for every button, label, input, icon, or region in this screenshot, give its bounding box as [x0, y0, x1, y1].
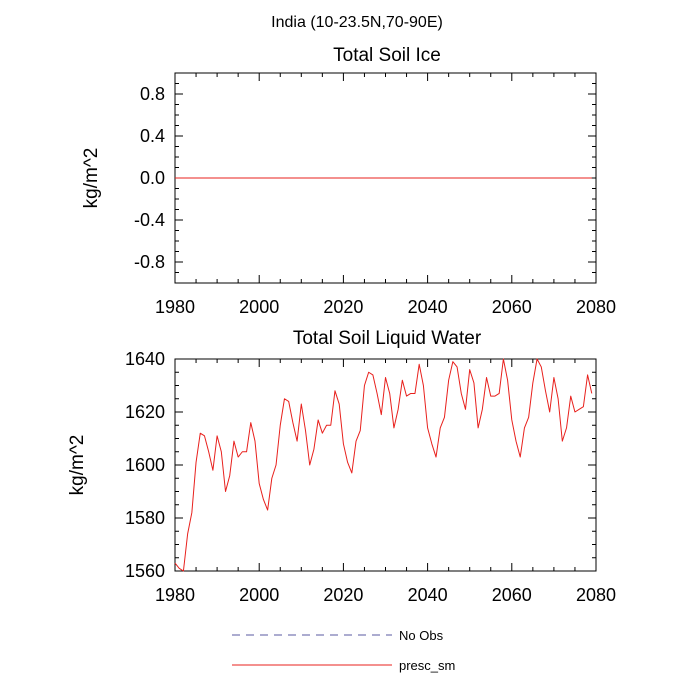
legend-label-presc-sm: presc_sm	[399, 658, 455, 673]
y-axis-label-soil-liquid-water: kg/m^2	[67, 435, 88, 496]
panel-total-soil-liquid-water: Total Soil Liquid Water kg/m^2 1980 2000 2…	[67, 328, 616, 605]
x-tick-label: 2020	[323, 297, 363, 317]
x-tick-label: 2040	[408, 585, 448, 605]
y-tick-label: 1580	[125, 508, 165, 528]
y-tick-label: 1560	[125, 561, 165, 581]
y-tick-label: -0.8	[134, 252, 165, 272]
legend-label-no-obs: No Obs	[399, 628, 444, 643]
y-tick-label: 0.0	[140, 168, 165, 188]
y-tick-label: 1640	[125, 349, 165, 369]
x-tick-label: 2060	[492, 297, 532, 317]
y-tick-label: -0.4	[134, 210, 165, 230]
y-tick-label: 1600	[125, 455, 165, 475]
y-axis-label-soil-ice: kg/m^2	[81, 148, 102, 209]
panel-title-total-soil-ice: Total Soil Ice	[333, 45, 441, 66]
panel-total-soil-ice: Total Soil Ice kg/m^2 1980 2000 2020 2040 20…	[81, 45, 616, 317]
x-tick-label: 2040	[408, 297, 448, 317]
plot-frame	[174, 358, 597, 572]
series-line-presc-sm	[174, 358, 593, 572]
panel-title-total-soil-liquid-water: Total Soil Liquid Water	[293, 328, 482, 349]
x-tick-label: 2080	[576, 297, 616, 317]
y-tick-label: 0.4	[140, 126, 165, 146]
x-tick-label: 2000	[239, 585, 279, 605]
x-tick-label: 1980	[155, 585, 195, 605]
figure-title: India (10-23.5N,70-90E)	[271, 14, 443, 31]
x-tick-label: 1980	[155, 297, 195, 317]
y-tick-label: 0.8	[140, 84, 165, 104]
y-tick-label: 1620	[125, 402, 165, 422]
legend: No Obs presc_sm	[232, 628, 455, 673]
x-tick-label: 2080	[576, 585, 616, 605]
x-tick-label: 2020	[323, 585, 363, 605]
x-tick-label: 2000	[239, 297, 279, 317]
x-tick-label: 2060	[492, 585, 532, 605]
